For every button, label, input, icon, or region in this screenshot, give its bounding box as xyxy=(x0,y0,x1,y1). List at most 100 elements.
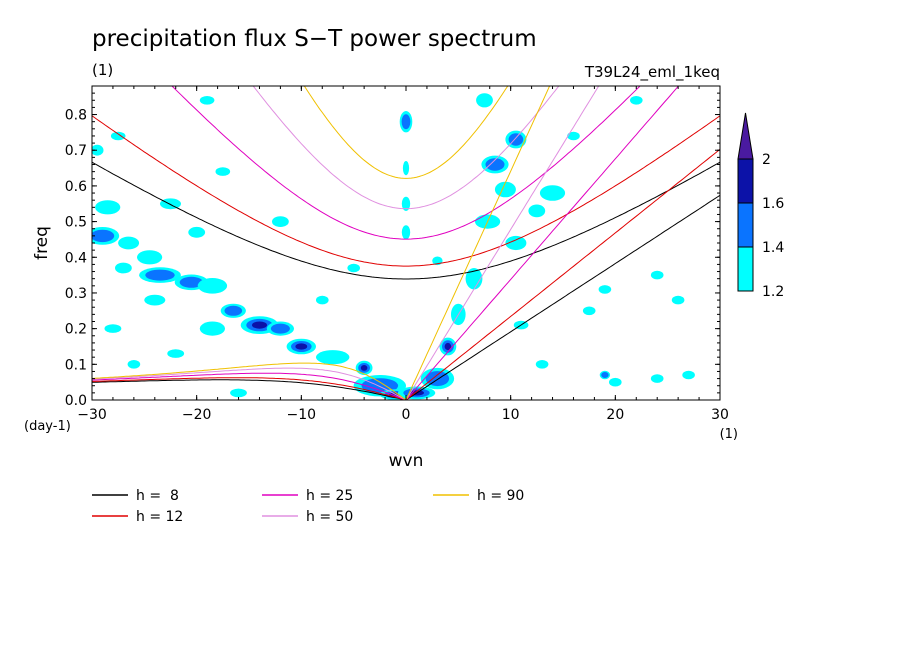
contour-blob xyxy=(601,372,609,378)
dispersion-curves xyxy=(92,86,720,400)
contour-blob xyxy=(401,114,411,130)
curve-kelvin-h50 xyxy=(405,86,600,400)
legend-label: h = 25 xyxy=(306,488,353,504)
contour-blob xyxy=(609,377,622,387)
curve-rossby-h50 xyxy=(92,367,407,400)
legend-label: h = 50 xyxy=(306,509,353,525)
curve-ig-h12 xyxy=(92,115,720,267)
y-tick-label: 0.2 xyxy=(65,322,87,338)
curve-kelvin-h25 xyxy=(405,86,680,400)
contour-blob xyxy=(316,295,329,305)
contour-blob xyxy=(110,131,126,141)
contour-blob xyxy=(215,167,231,176)
contour-blob xyxy=(476,93,493,108)
curve-kelvin-h12 xyxy=(405,148,720,400)
contour-blob xyxy=(167,349,185,358)
contour-blob xyxy=(199,96,215,105)
y-axis-unit: (day-1) xyxy=(24,419,71,434)
colorbar-label: 2 xyxy=(762,152,771,168)
curve-rossby-h8 xyxy=(92,379,407,400)
contour-blob xyxy=(137,250,163,265)
contour-blob xyxy=(567,131,580,141)
chart-subtitle-right: T39L24_eml_1keq xyxy=(584,63,720,82)
axis-ticks: −30 −20 −10 0 10 20 30 0.0 0.1 0.2 0.3 0.4 0.5 0.6 0.7… xyxy=(65,86,729,423)
contour-blob xyxy=(118,236,140,250)
contour-blob xyxy=(199,321,225,336)
y-axis-label: freq xyxy=(32,226,52,260)
curve-ig-h90 xyxy=(303,86,509,179)
legend-label: h = 8 xyxy=(136,488,179,504)
contour-blob xyxy=(528,204,546,218)
colorbar-label: 1.4 xyxy=(762,240,784,256)
curve-ig-h50 xyxy=(252,86,560,210)
contour-blob xyxy=(127,360,141,369)
legend-label: h = 12 xyxy=(136,509,183,525)
curve-kelvin-h8 xyxy=(405,194,720,400)
contour-blob xyxy=(682,370,695,380)
contour-blob xyxy=(197,278,228,294)
contour-blob xyxy=(160,198,181,210)
legend: h = 8 h = 12 h = 25 h = 50 h = 90 xyxy=(92,488,524,525)
y-tick-label: 0.7 xyxy=(65,143,87,159)
x-tick-label: 20 xyxy=(606,407,624,423)
curve-rossby-h90 xyxy=(92,362,407,400)
contour-blob xyxy=(104,324,122,333)
curve-rossby-h25 xyxy=(92,372,407,400)
contour-blob xyxy=(598,285,612,294)
contour-blob xyxy=(650,374,664,383)
contour-blob xyxy=(224,305,243,316)
curve-rossby-h12 xyxy=(92,377,407,400)
curve-kelvin-h90 xyxy=(405,86,551,400)
curve-ig-h25 xyxy=(171,86,641,240)
contour-blob xyxy=(252,321,267,329)
chart-title: precipitation flux S−T power spectrum xyxy=(92,26,537,52)
y-tick-label: 0.1 xyxy=(65,357,87,373)
y-tick-label: 0.5 xyxy=(65,215,87,231)
contour-blob xyxy=(671,295,685,305)
y-tick-label: 0.3 xyxy=(65,286,87,302)
contour-blob xyxy=(444,342,452,351)
contour-blob xyxy=(95,200,121,215)
contour-blob xyxy=(92,144,104,156)
contour-blob xyxy=(401,196,411,211)
colorbar-arrow xyxy=(737,112,754,160)
contour-blob xyxy=(539,185,566,201)
contour-blob xyxy=(494,181,516,198)
contour-blob xyxy=(465,268,483,290)
chart-subtitle-left: (1) xyxy=(92,61,113,79)
plot-frame xyxy=(91,85,721,401)
contour-blob xyxy=(650,270,664,280)
contour-blob xyxy=(188,226,206,238)
contour-blob xyxy=(316,350,350,365)
contour-blob xyxy=(401,225,411,240)
contour-blob xyxy=(92,229,115,243)
contour-blob xyxy=(179,276,204,288)
contour-blob xyxy=(347,263,361,273)
contour-blob xyxy=(230,388,247,398)
y-tick-label: 0.0 xyxy=(65,393,87,409)
x-tick-label: −10 xyxy=(287,407,317,423)
colorbar-label: 1.6 xyxy=(762,196,784,212)
contour-blob xyxy=(272,216,289,228)
contour-blob xyxy=(360,365,368,371)
legend-label: h = 90 xyxy=(477,488,524,504)
curve-ig-h8 xyxy=(92,161,720,280)
colorbar-segment xyxy=(737,158,754,204)
contour-blob xyxy=(535,360,549,369)
contour-blob xyxy=(145,269,175,281)
x-axis-label: wvn xyxy=(389,451,424,471)
contour-blob xyxy=(270,323,290,334)
contour-blob xyxy=(582,306,596,316)
y-tick-label: 0.8 xyxy=(65,108,87,124)
contour-fills xyxy=(92,93,695,400)
x-tick-label: 10 xyxy=(502,407,520,423)
x-tick-label: −20 xyxy=(182,407,212,423)
contour-blob xyxy=(295,343,308,350)
colorbar-segment xyxy=(737,202,754,248)
contour-blob xyxy=(630,96,643,105)
y-tick-label: 0.4 xyxy=(65,250,87,266)
colorbar-segment xyxy=(737,246,754,292)
colorbar: 1.2 1.4 1.6 2 xyxy=(737,112,784,300)
colorbar-label: 1.2 xyxy=(762,284,784,300)
